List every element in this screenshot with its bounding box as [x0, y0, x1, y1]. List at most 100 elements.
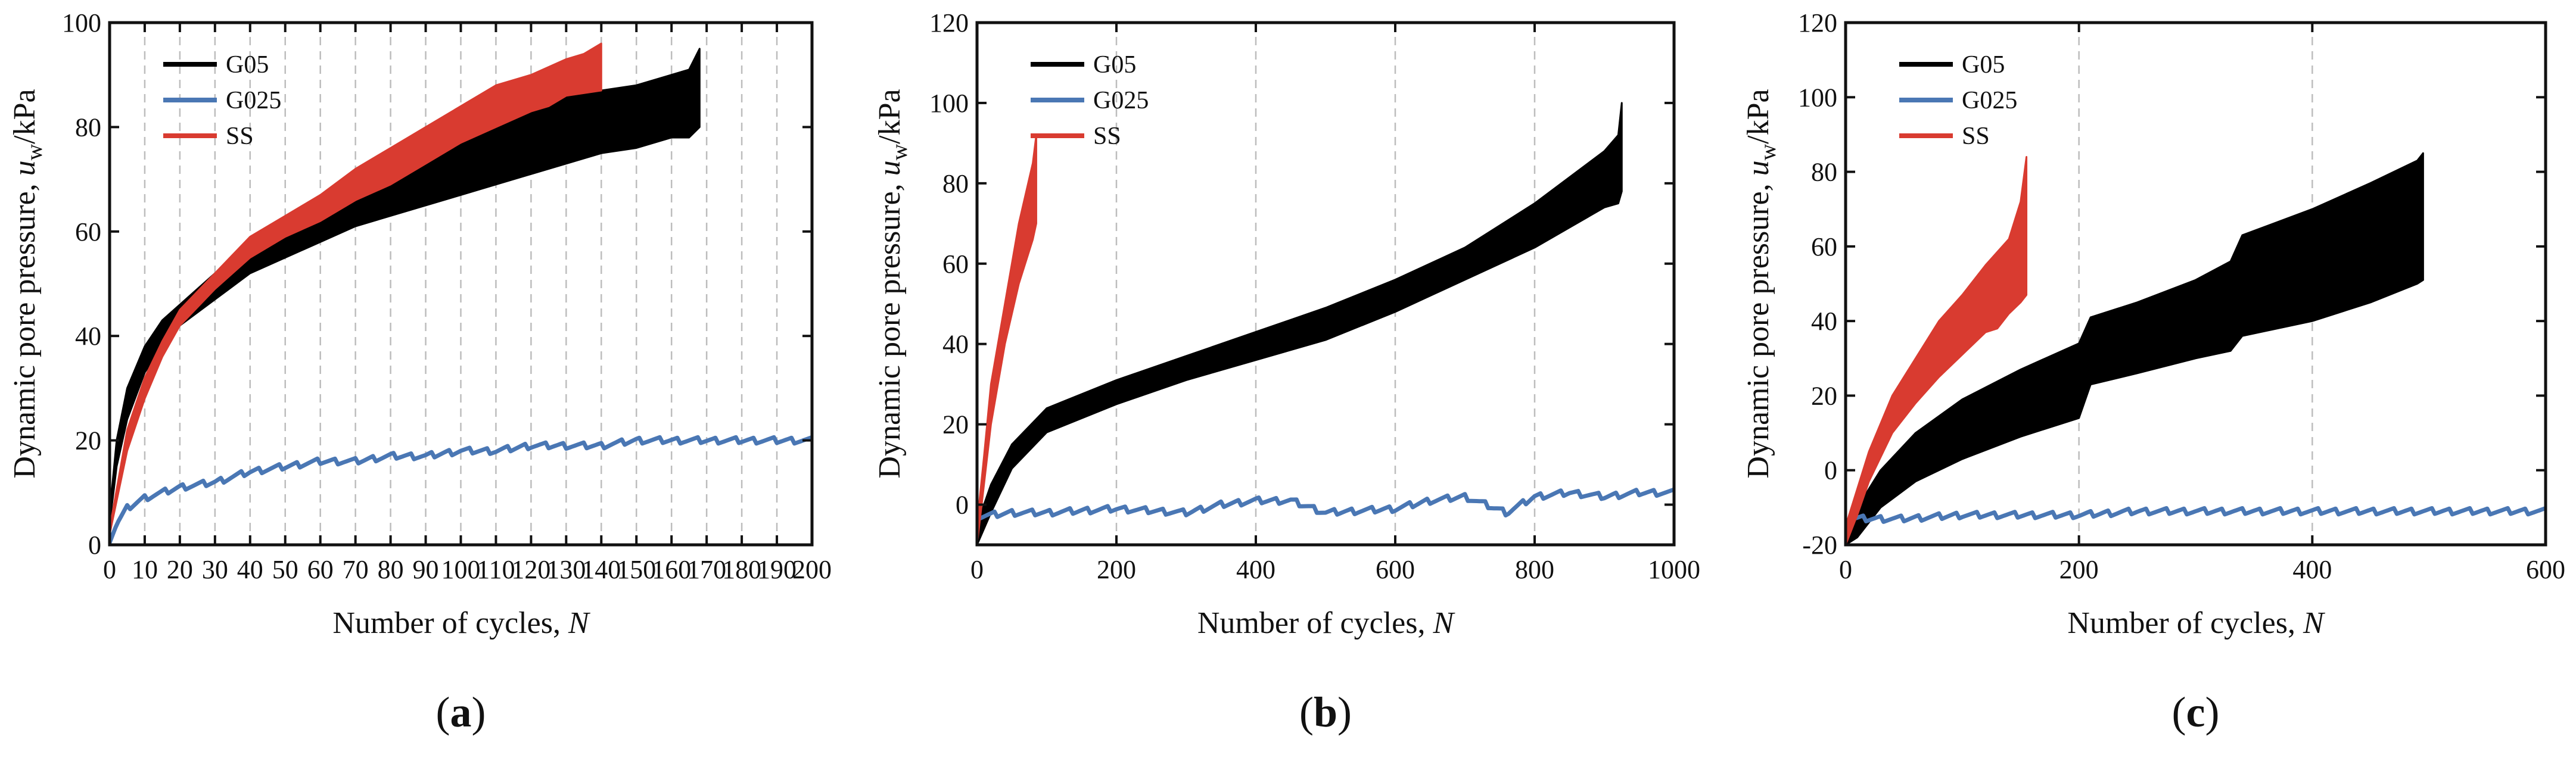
- x-tick-label: 120: [511, 555, 550, 584]
- y-axis-title-symbol: u: [873, 160, 907, 176]
- x-tick-label: 1000: [1648, 555, 1700, 584]
- plot-area: [1846, 152, 2546, 545]
- x-tick-label: 180: [722, 555, 761, 584]
- x-tick-label: 70: [343, 555, 369, 584]
- y-axis-title-unit: /kPa: [8, 89, 42, 144]
- legend-label: SS: [226, 123, 254, 150]
- y-tick-label: 60: [942, 249, 969, 279]
- x-tick-label: 400: [1236, 555, 1275, 584]
- y-tick-label: 100: [62, 8, 101, 38]
- series-ss-band: [110, 42, 602, 535]
- y-axis-title-subscript: w: [887, 144, 912, 160]
- x-tick-label: 60: [307, 555, 334, 584]
- y-axis-title-subscript: w: [22, 144, 47, 160]
- panel-label-open: (: [2172, 688, 2186, 736]
- panel-label-open: (: [1299, 688, 1314, 736]
- legend-label: G05: [1962, 51, 2005, 79]
- series-g025-line: [977, 487, 1674, 522]
- y-tick-label: 40: [1811, 307, 1837, 336]
- series-g05-band: [977, 102, 1623, 545]
- y-tick-label: 120: [1798, 8, 1837, 38]
- legend: G05 G025 SS: [163, 51, 281, 150]
- y-tick-label: 40: [75, 322, 101, 351]
- x-tick-label: 10: [132, 555, 158, 584]
- y-tick-label: 0: [1824, 456, 1837, 485]
- y-tick-label: 80: [75, 113, 101, 142]
- y-tick-label: 40: [942, 330, 969, 359]
- y-axis-title: Dynamic pore pressure, uw/kPa: [873, 89, 912, 478]
- x-axis-title-text: Number of cycles,: [2067, 606, 2303, 640]
- x-tick-label: 140: [581, 555, 621, 584]
- y-axis-title-symbol: u: [1741, 160, 1775, 176]
- x-axis-title-symbol: N: [1432, 606, 1455, 640]
- plot-area: [977, 102, 1674, 545]
- y-tick-label: 80: [1811, 158, 1837, 187]
- plot-frame: [975, 21, 1676, 547]
- x-tick-label: 600: [2526, 555, 2565, 584]
- chart-panel-b: 0 200 400 600 800 1000 0 20 40 60 80 100 120 Number o…: [873, 8, 1700, 736]
- panel-label: (a): [436, 688, 486, 736]
- x-tick-label: 170: [687, 555, 726, 584]
- y-tick-label: 0: [88, 531, 101, 560]
- y-axis-title-text: Dynamic pore pressure,: [8, 176, 42, 478]
- x-tick-label: 80: [378, 555, 404, 584]
- x-tick-label: 30: [202, 555, 228, 584]
- y-axis-title-text: Dynamic pore pressure,: [1741, 176, 1775, 478]
- chart-panel-a: 0 10 20 30 40 50 60 70 80 90 100110120130140150160…: [8, 8, 832, 736]
- x-tick-label: 600: [1376, 555, 1415, 584]
- y-tick-label: 80: [942, 169, 969, 198]
- y-axis-title-subscript: w: [1756, 144, 1781, 160]
- legend-label: G05: [226, 51, 269, 79]
- panel-label-letter: b: [1314, 688, 1337, 736]
- x-tick-label: 200: [1097, 555, 1136, 584]
- panel-label-letter: c: [2186, 688, 2205, 736]
- x-tick-label: 20: [167, 555, 193, 584]
- y-axis-title: Dynamic pore pressure, uw/kPa: [8, 89, 47, 478]
- x-axis-title: Number of cycles, N: [1197, 606, 1456, 640]
- legend-label: G025: [1093, 87, 1149, 114]
- panel-label: (c): [2172, 688, 2220, 736]
- y-tick-label: 60: [1811, 232, 1837, 261]
- series-ss-band: [977, 134, 1037, 545]
- plot-area: [110, 42, 812, 544]
- y-axis-title: Dynamic pore pressure, uw/kPa: [1741, 89, 1781, 478]
- x-tick-label: 200: [792, 555, 832, 584]
- x-tick-label: 130: [546, 555, 586, 584]
- x-tick-label: 110: [477, 555, 515, 584]
- x-tick-label: 0: [103, 555, 116, 584]
- series-ss-band: [1846, 156, 2028, 545]
- y-tick-label: 100: [929, 89, 969, 118]
- x-axis-title-symbol: N: [2303, 606, 2326, 640]
- x-tick-label: 800: [1515, 555, 1554, 584]
- x-axis-title: Number of cycles, N: [332, 606, 591, 640]
- legend-label: G025: [226, 87, 281, 114]
- x-tick-label: 40: [237, 555, 263, 584]
- panel-label: (b): [1299, 688, 1352, 736]
- legend: G05 G025 SS: [1031, 51, 1149, 150]
- legend-label: G025: [1962, 87, 2017, 114]
- x-tick-label: 190: [757, 555, 797, 584]
- y-axis-title-symbol: u: [8, 160, 42, 176]
- panel-label-letter: a: [450, 688, 472, 736]
- x-tick-label: 160: [652, 555, 691, 584]
- x-tick-label: 150: [617, 555, 656, 584]
- series-g025-line: [1846, 506, 2546, 524]
- x-axis-title: Number of cycles, N: [2067, 606, 2326, 640]
- panel-label-close: ): [2205, 688, 2219, 736]
- y-tick-label: 100: [1798, 83, 1837, 112]
- x-tick-label: 400: [2292, 555, 2332, 584]
- y-tick-label: 20: [75, 426, 101, 456]
- x-axis-title-text: Number of cycles,: [332, 606, 568, 640]
- y-axis-title-unit: /kPa: [873, 89, 907, 144]
- x-tick-label: 0: [1839, 555, 1852, 584]
- y-tick-label: 20: [1811, 381, 1837, 410]
- x-axis-title-text: Number of cycles,: [1197, 606, 1433, 640]
- x-tick-label: 90: [413, 555, 439, 584]
- x-axis-title-symbol: N: [568, 606, 591, 640]
- legend-label: SS: [1093, 123, 1121, 150]
- x-tick-label: 100: [441, 555, 481, 584]
- y-tick-label: 0: [956, 491, 969, 520]
- y-tick-label: 120: [929, 8, 969, 38]
